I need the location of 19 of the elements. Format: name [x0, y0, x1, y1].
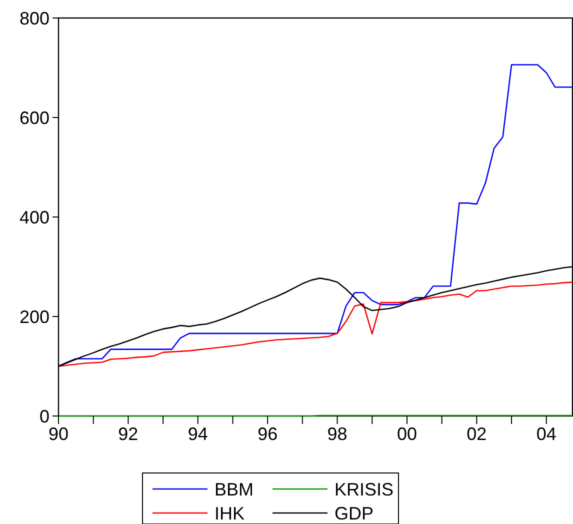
legend-label: KRISIS	[334, 479, 394, 500]
x-tick-label: 90	[48, 424, 69, 444]
legend-label: IHK	[214, 503, 245, 524]
line-series	[58, 64, 573, 367]
x-tick-label: 02	[466, 424, 487, 444]
x-tick-label: 96	[258, 424, 278, 444]
x-tick-label: 04	[536, 424, 556, 444]
line-series	[58, 282, 573, 367]
x-tick-label: 92	[118, 424, 138, 444]
y-tick-label: 0	[39, 406, 50, 426]
x-tick-label: 00	[396, 424, 417, 444]
legend-label: GDP	[334, 503, 374, 524]
y-tick-label: 600	[19, 108, 50, 128]
x-tick-label: 98	[327, 424, 348, 444]
legend-label: BBM	[214, 479, 254, 500]
y-tick-label: 800	[19, 8, 50, 28]
y-tick-label: 200	[19, 306, 50, 327]
x-tick-label: 94	[188, 424, 208, 444]
y-tick-label: 400	[19, 207, 50, 228]
